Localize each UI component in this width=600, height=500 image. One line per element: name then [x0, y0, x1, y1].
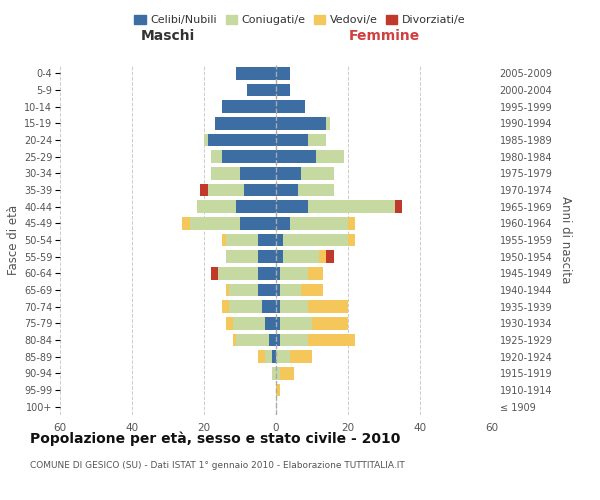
- Bar: [319, 250, 326, 263]
- Bar: [298, 184, 334, 196]
- Bar: [276, 200, 308, 213]
- Bar: [395, 200, 402, 213]
- Bar: [258, 234, 276, 246]
- Bar: [283, 250, 319, 263]
- Bar: [308, 300, 348, 313]
- Bar: [276, 217, 290, 230]
- Bar: [197, 200, 236, 213]
- Bar: [312, 317, 348, 330]
- Bar: [229, 284, 258, 296]
- Y-axis label: Fasce di età: Fasce di età: [7, 205, 20, 275]
- Bar: [222, 300, 229, 313]
- Bar: [280, 334, 308, 346]
- Text: Femmine: Femmine: [349, 28, 419, 42]
- Bar: [308, 200, 395, 213]
- Bar: [276, 367, 280, 380]
- Bar: [348, 234, 355, 246]
- Bar: [348, 217, 355, 230]
- Bar: [222, 150, 276, 163]
- Bar: [276, 84, 290, 96]
- Text: COMUNE DI GESICO (SU) - Dati ISTAT 1° gennaio 2010 - Elaborazione TUTTITALIA.IT: COMUNE DI GESICO (SU) - Dati ISTAT 1° ge…: [30, 460, 405, 469]
- Bar: [211, 150, 222, 163]
- Bar: [301, 284, 323, 296]
- Bar: [326, 250, 334, 263]
- Bar: [265, 350, 272, 363]
- Bar: [272, 367, 276, 380]
- Bar: [272, 350, 276, 363]
- Bar: [276, 300, 280, 313]
- Bar: [280, 317, 312, 330]
- Bar: [276, 100, 305, 113]
- Bar: [308, 134, 326, 146]
- Text: Popolazione per età, sesso e stato civile - 2010: Popolazione per età, sesso e stato civil…: [30, 431, 400, 446]
- Bar: [276, 284, 280, 296]
- Bar: [276, 250, 283, 263]
- Bar: [280, 267, 308, 280]
- Bar: [301, 167, 334, 179]
- Bar: [240, 167, 276, 179]
- Bar: [316, 150, 344, 163]
- Bar: [280, 367, 294, 380]
- Bar: [283, 234, 348, 246]
- Bar: [308, 334, 355, 346]
- Bar: [204, 134, 208, 146]
- Bar: [276, 184, 298, 196]
- Bar: [211, 167, 240, 179]
- Bar: [208, 184, 244, 196]
- Bar: [226, 284, 229, 296]
- Bar: [233, 317, 265, 330]
- Bar: [240, 217, 276, 230]
- Bar: [276, 150, 316, 163]
- Bar: [211, 267, 218, 280]
- Bar: [265, 317, 276, 330]
- Bar: [280, 284, 301, 296]
- Legend: Celibi/Nubili, Coniugati/e, Vedovi/e, Divorziati/e: Celibi/Nubili, Coniugati/e, Vedovi/e, Di…: [130, 10, 470, 30]
- Bar: [226, 250, 258, 263]
- Bar: [247, 84, 276, 96]
- Bar: [262, 300, 276, 313]
- Bar: [236, 334, 269, 346]
- Bar: [182, 217, 190, 230]
- Bar: [258, 267, 276, 280]
- Bar: [276, 317, 280, 330]
- Bar: [276, 134, 308, 146]
- Bar: [226, 317, 233, 330]
- Bar: [244, 184, 276, 196]
- Bar: [229, 300, 262, 313]
- Bar: [276, 334, 280, 346]
- Bar: [276, 350, 290, 363]
- Bar: [269, 334, 276, 346]
- Text: Maschi: Maschi: [141, 28, 195, 42]
- Y-axis label: Anni di nascita: Anni di nascita: [559, 196, 572, 284]
- Bar: [190, 217, 240, 230]
- Bar: [215, 117, 276, 130]
- Bar: [233, 334, 236, 346]
- Bar: [326, 117, 330, 130]
- Bar: [258, 284, 276, 296]
- Bar: [276, 267, 280, 280]
- Bar: [290, 217, 348, 230]
- Bar: [276, 167, 301, 179]
- Bar: [258, 350, 265, 363]
- Bar: [290, 350, 312, 363]
- Bar: [222, 234, 226, 246]
- Bar: [276, 234, 283, 246]
- Bar: [218, 267, 258, 280]
- Bar: [236, 200, 276, 213]
- Bar: [200, 184, 208, 196]
- Bar: [276, 67, 290, 80]
- Bar: [258, 250, 276, 263]
- Bar: [308, 267, 323, 280]
- Bar: [222, 100, 276, 113]
- Bar: [236, 67, 276, 80]
- Bar: [226, 234, 258, 246]
- Bar: [276, 117, 326, 130]
- Bar: [280, 300, 308, 313]
- Bar: [208, 134, 276, 146]
- Bar: [276, 384, 280, 396]
